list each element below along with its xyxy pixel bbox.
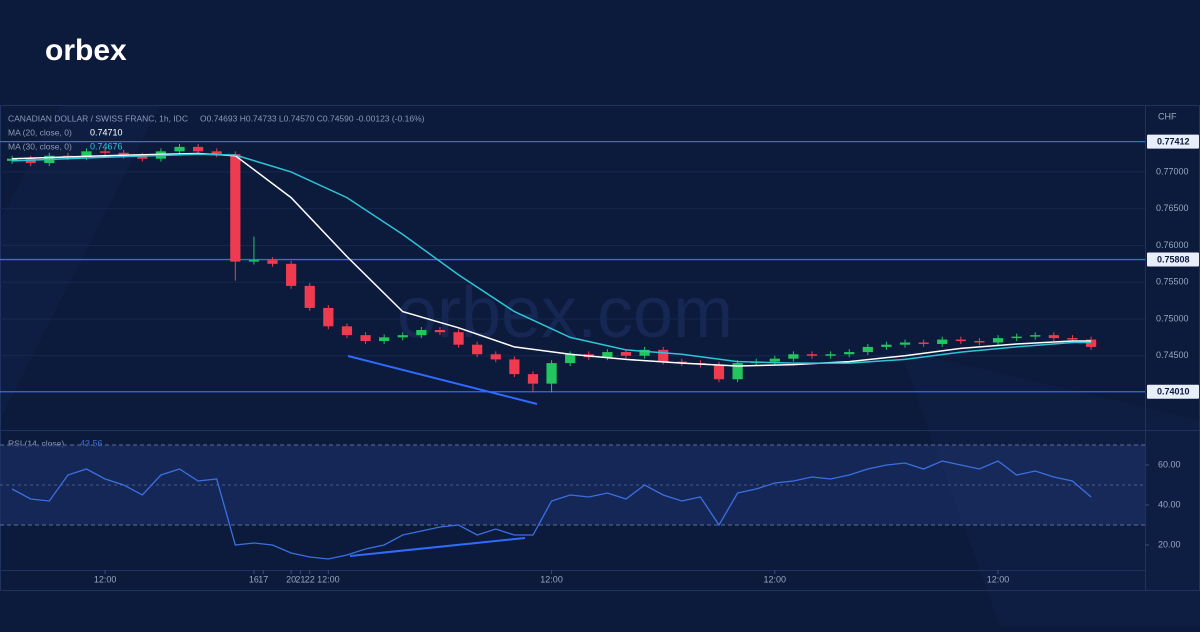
y-tick-label: 0.75500 — [1156, 277, 1189, 287]
level-label: 0.77412 — [1157, 136, 1190, 146]
candle-body — [267, 260, 278, 264]
y-tick-label: 0.76000 — [1156, 240, 1189, 250]
candle-body — [174, 146, 185, 152]
candle-body — [81, 151, 92, 158]
x-tick-label: 12:00 — [540, 574, 563, 584]
candle-body — [6, 158, 18, 161]
unit-label: CHF — [1158, 111, 1177, 121]
ma-line — [12, 153, 1092, 364]
decor — [0, 105, 160, 420]
x-tick-label: 20 — [286, 574, 296, 584]
candle-body — [416, 330, 427, 336]
candle-body — [323, 307, 334, 327]
candle-body — [248, 260, 260, 262]
candle-body — [732, 363, 743, 380]
candle-body — [193, 146, 204, 152]
candle-body — [899, 342, 911, 345]
candle-body — [844, 352, 855, 355]
y-tick-label: 0.74500 — [1156, 350, 1189, 360]
brand-logo: orbex — [45, 34, 127, 67]
legend-entry: MA (30, close, 0) — [8, 141, 72, 151]
x-tick-label: 22 — [305, 574, 315, 584]
candle-body — [99, 151, 111, 153]
candle-body — [788, 354, 799, 359]
candle-body — [602, 352, 613, 358]
candle-body — [546, 363, 557, 384]
x-tick-label: 12:00 — [764, 574, 787, 584]
y-tick-label: 0.76500 — [1156, 203, 1189, 213]
candle-body — [769, 358, 780, 362]
candle-body — [937, 339, 948, 344]
candle-body — [974, 341, 985, 343]
candle-body — [955, 339, 966, 342]
ohlc-readout: O0.74693 H0.74733 L0.74570 C0.74590 -0.0… — [200, 113, 425, 123]
x-tick-label: 16 — [249, 574, 259, 584]
candle-body — [453, 332, 464, 345]
x-tick-label: 12:00 — [317, 574, 340, 584]
x-tick-label: 12:00 — [987, 574, 1010, 584]
x-tick-label: 21 — [295, 574, 305, 584]
candle-body — [620, 352, 632, 356]
candle-body — [1067, 338, 1078, 340]
candle-body — [881, 344, 892, 347]
candle-body — [862, 346, 873, 353]
y-tick-label: 20.00 — [1158, 539, 1181, 549]
candle-body — [565, 354, 576, 364]
candle-body — [230, 154, 241, 262]
trendline — [349, 537, 526, 557]
candle-body — [639, 349, 650, 356]
y-tick-label: 60.00 — [1158, 459, 1181, 469]
level-tag — [1147, 252, 1199, 267]
candle-body — [509, 359, 520, 375]
level-tag — [1147, 384, 1199, 399]
legend-entry: MA (20, close, 0) — [8, 127, 72, 137]
candle-body — [918, 342, 929, 344]
candle-body — [806, 354, 818, 356]
candle-body — [490, 354, 501, 360]
candle-body — [1048, 335, 1059, 339]
candle-body — [658, 349, 669, 362]
rsi-line — [11, 460, 1092, 560]
rsi-title: RSI (14, close) — [8, 438, 64, 448]
candle-body — [992, 338, 1004, 343]
watermark: orbex.com — [397, 273, 733, 353]
candle-body — [1011, 336, 1022, 339]
rsi-value: 43.56 — [80, 438, 103, 448]
candle-body — [341, 326, 353, 336]
candle-body — [137, 155, 148, 159]
level-label: 0.74010 — [1157, 387, 1190, 397]
candle-body — [397, 335, 408, 338]
level-label: 0.75808 — [1157, 254, 1190, 264]
candle-body — [379, 337, 390, 342]
candle-body — [472, 344, 483, 355]
level-tag — [1147, 134, 1199, 149]
x-tick-label: 12:00 — [94, 574, 117, 584]
candle-body — [360, 335, 371, 342]
x-tick-label: 17 — [258, 574, 268, 584]
candle-body — [434, 330, 446, 333]
chart-title: CANADIAN DOLLAR / SWISS FRANC, 1h, IDC — [8, 113, 188, 123]
candle-body — [527, 374, 539, 384]
candle-body — [713, 364, 725, 380]
y-tick-label: 40.00 — [1158, 499, 1181, 509]
candle-body — [304, 285, 315, 308]
ma-line — [12, 152, 1092, 367]
candle-body — [286, 263, 297, 286]
trendline — [347, 355, 538, 405]
candle-body — [211, 151, 222, 155]
candle-body — [118, 152, 129, 156]
y-tick-label: 0.77000 — [1156, 166, 1189, 176]
y-tick-label: 0.75000 — [1156, 313, 1189, 323]
candle-body — [1030, 335, 1041, 337]
candle-body — [825, 354, 836, 356]
legend-value: 0.74710 — [90, 127, 123, 137]
legend-value: 0.74676 — [90, 141, 123, 151]
